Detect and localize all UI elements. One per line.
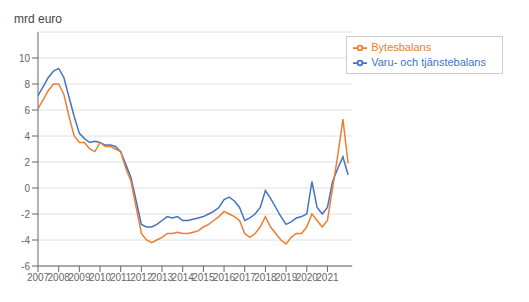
html-text:Bytesbalans: Bytesbalans: [371, 41, 432, 53]
svg-text:2007: 2007: [27, 272, 50, 283]
svg-text:0: 0: [24, 183, 30, 194]
svg-text:2020: 2020: [296, 272, 319, 283]
svg-text:2015: 2015: [192, 272, 215, 283]
svg-text:2010: 2010: [89, 272, 112, 283]
svg-text:2009: 2009: [68, 272, 91, 283]
svg-text:2013: 2013: [151, 272, 174, 283]
svg-text:2019: 2019: [275, 272, 298, 283]
svg-text:8: 8: [24, 79, 30, 90]
svg-text:10: 10: [19, 53, 31, 64]
html-text:mrd euro: mrd euro: [14, 12, 62, 26]
svg-text:4: 4: [24, 131, 30, 142]
svg-text:2014: 2014: [172, 272, 195, 283]
svg-text:6: 6: [24, 105, 30, 116]
svg-text:2016: 2016: [213, 272, 236, 283]
svg-text:-4: -4: [21, 235, 30, 246]
svg-text:-2: -2: [21, 209, 30, 220]
svg-text:2008: 2008: [48, 272, 71, 283]
svg-text:2: 2: [24, 157, 30, 168]
svg-text:2011: 2011: [110, 272, 132, 283]
html-text:Varu- och tjänstebalans: Varu- och tjänstebalans: [371, 56, 486, 69]
svg-text:2021: 2021: [316, 272, 339, 283]
svg-text:-6: -6: [21, 261, 30, 272]
svg-text:2018: 2018: [254, 272, 277, 283]
svg-text:2012: 2012: [130, 272, 153, 283]
svg-text:2017: 2017: [234, 272, 257, 283]
